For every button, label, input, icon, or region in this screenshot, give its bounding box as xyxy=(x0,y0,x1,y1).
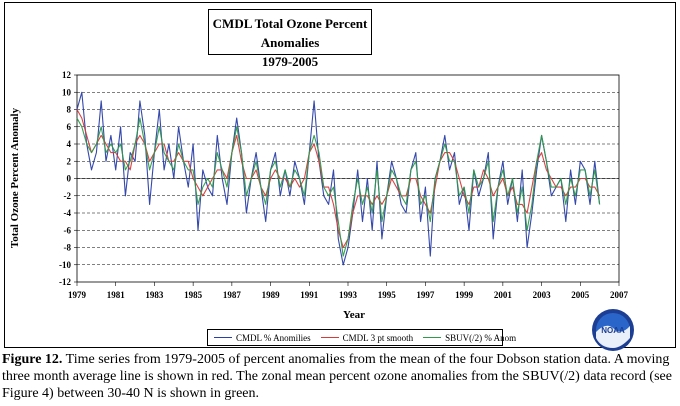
figure-caption: Figure 12. Time series from 1979-2005 of… xyxy=(2,351,680,402)
legend-label: CMDL 3 pt smooth xyxy=(342,332,414,343)
legend-label: CMDL % Anomilies xyxy=(236,332,311,343)
caption-label: Figure 12. xyxy=(2,352,63,367)
legend-swatch xyxy=(320,337,339,338)
legend-swatch xyxy=(423,337,442,338)
x-tick-label: 1999 xyxy=(455,290,474,300)
y-tick-label: 0 xyxy=(67,174,72,184)
x-tick-label: 1987 xyxy=(223,290,242,300)
caption-text: Time series from 1979-2005 of percent an… xyxy=(2,352,672,401)
legend-swatch xyxy=(214,337,232,338)
x-axis-label: Year xyxy=(343,309,365,321)
y-axis-label: Total Ozone Percent Anomaly xyxy=(9,107,21,249)
x-tick-label: 2001 xyxy=(494,290,513,300)
y-tick-label: 2 xyxy=(67,156,72,166)
chart-legend: CMDL % Anomilies CMDL 3 pt smooth SBUV(/… xyxy=(207,329,516,346)
y-tick-label: 10 xyxy=(62,87,72,97)
y-tick-label: 12 xyxy=(62,70,72,80)
y-tick-label: 8 xyxy=(67,105,72,115)
y-tick-label: 4 xyxy=(67,139,72,149)
chart-title: CMDL Total Ozone Percent Anomalies xyxy=(212,16,368,50)
x-tick-label: 1983 xyxy=(145,290,164,300)
y-tick-label: -2 xyxy=(64,191,72,201)
x-tick-label: 1989 xyxy=(262,290,281,300)
y-tick-label: -4 xyxy=(64,208,72,218)
svg-text:NOAA: NOAA xyxy=(601,326,625,335)
x-tick-label: 1995 xyxy=(378,290,397,300)
legend-item-cmdl: CMDL % Anomilies xyxy=(214,333,311,343)
legend-label: SBUV(/2) % Anom xyxy=(445,332,517,343)
y-tick-label: -6 xyxy=(64,225,72,235)
x-tick-label: 1979 xyxy=(68,290,87,300)
x-tick-label: 1985 xyxy=(184,290,203,300)
x-tick-label: 2007 xyxy=(610,290,629,300)
y-tick-label: -12 xyxy=(59,277,71,287)
x-tick-label: 2005 xyxy=(571,290,590,300)
x-tick-label: 2003 xyxy=(533,290,552,300)
chart-subtitle: 1979-2005 xyxy=(261,54,319,69)
legend-item-sbuv: SBUV(/2) % Anom xyxy=(423,333,516,343)
chart-title-box: CMDL Total Ozone Percent Anomalies 1979-… xyxy=(208,9,372,69)
chart-plot: 12 10 8 6 4 2 0 -2 -4 -6 -8 -10 -12 1979 1981 1983 1985 1… xyxy=(59,70,629,300)
y-tick-label: 6 xyxy=(67,122,72,132)
x-tick-label: 1981 xyxy=(107,290,126,300)
y-tick-label: -10 xyxy=(59,260,71,270)
series-line-sbuv xyxy=(76,117,601,257)
x-tick-label: 1993 xyxy=(339,290,358,300)
x-tick-label: 1991 xyxy=(300,290,319,300)
x-tick-label: 1997 xyxy=(416,290,435,300)
series-line-smooth xyxy=(76,109,601,249)
noaa-logo-icon: NOAA xyxy=(592,309,634,351)
y-tick-label: -8 xyxy=(64,243,72,253)
legend-item-smooth: CMDL 3 pt smooth xyxy=(320,332,414,343)
chart-frame: 12 10 8 6 4 2 0 -2 -4 -6 -8 -10 -12 1979 1981 1983 1985 1… xyxy=(4,2,676,351)
